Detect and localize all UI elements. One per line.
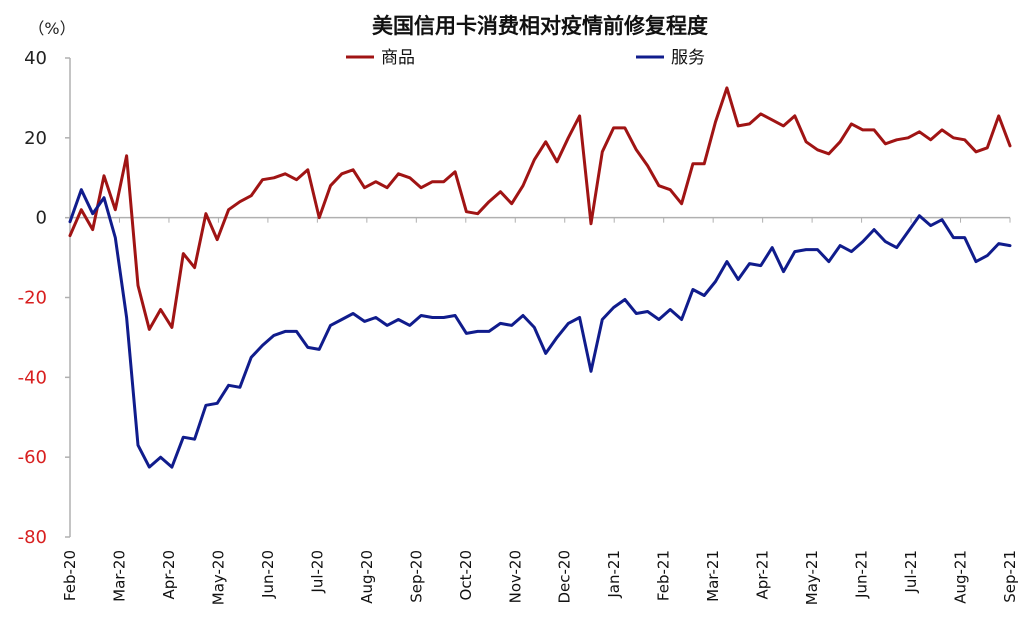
- x-tick-label: Aug-20: [358, 550, 376, 604]
- y-tick-label: -80: [18, 527, 47, 548]
- x-tick-label: Apr-21: [754, 550, 772, 600]
- x-tick-label: Feb-21: [655, 550, 673, 601]
- legend-services-label: 服务: [671, 48, 705, 68]
- goods-series-line: [68, 86, 1012, 331]
- x-tick-label: Sep-20: [407, 550, 425, 603]
- series-layer: [68, 86, 1012, 469]
- y-tick-label: -20: [18, 288, 47, 309]
- y-tick-label: 40: [24, 48, 47, 69]
- chart-title: 美国信用卡消费相对疫情前修复程度: [372, 14, 708, 38]
- legend-goods-label: 商品: [381, 48, 415, 68]
- x-tick-label: May-20: [209, 550, 227, 605]
- y-axis-unit-label: （%）: [28, 19, 75, 38]
- legend: 商品 服务: [346, 48, 705, 68]
- y-tick-label: -60: [18, 447, 47, 468]
- x-axis-ticks: Feb-20 Mar-20 Apr-20 May-20 Jun-20 Jul-20 Aug-…: [61, 217, 1019, 605]
- x-tick-label: Jun-21: [853, 550, 871, 599]
- x-tick-label: Jan-21: [605, 550, 623, 599]
- y-tick-label: -40: [18, 367, 47, 388]
- x-tick-label: Mar-21: [704, 550, 722, 602]
- x-tick-label: Jul-20: [308, 550, 326, 594]
- x-tick-label: Dec-20: [556, 550, 574, 604]
- x-tick-label: May-21: [803, 550, 821, 605]
- x-tick-label: Mar-20: [110, 550, 128, 602]
- y-axis-ticks: 40 20 0 -20 -40 -60 -80: [18, 48, 70, 548]
- x-tick-label: Jun-20: [259, 550, 277, 599]
- x-tick-label: Sep-21: [1001, 550, 1019, 603]
- y-tick-label: 0: [36, 208, 47, 229]
- y-tick-label: 20: [24, 128, 47, 149]
- x-tick-label: Feb-20: [61, 550, 79, 601]
- x-tick-label: Nov-20: [506, 550, 524, 603]
- x-tick-label: Aug-21: [952, 550, 970, 604]
- x-tick-label: Apr-20: [160, 550, 178, 600]
- services-series-line: [68, 188, 1012, 469]
- x-tick-label: Oct-20: [457, 550, 475, 600]
- x-tick-label: Jul-21: [902, 550, 920, 594]
